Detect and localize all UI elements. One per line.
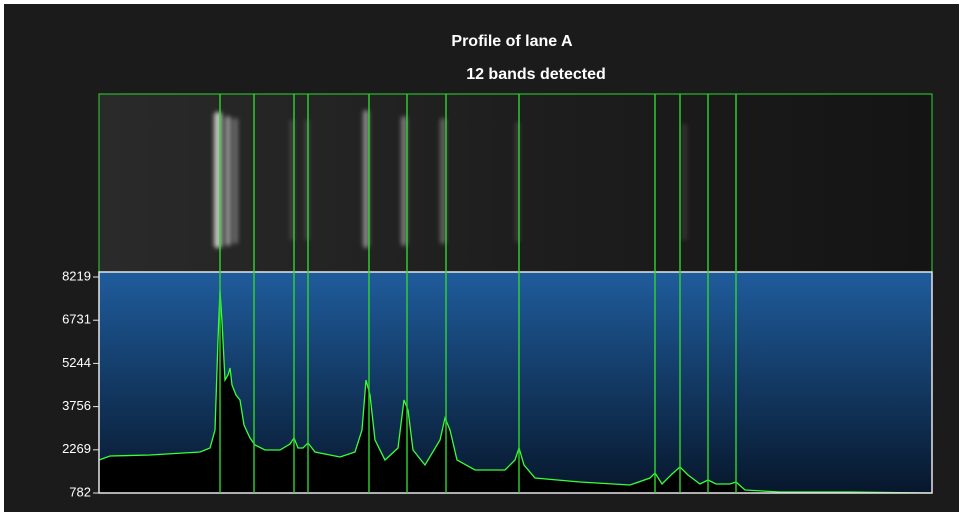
plot-marks: [98, 289, 933, 494]
y-tick-label: 3756: [62, 398, 91, 413]
gel-band: [290, 120, 294, 240]
gel-image: [98, 93, 933, 273]
y-tick-label: 2269: [62, 441, 91, 456]
y-tick-label: 6731: [62, 312, 91, 327]
gel-band: [401, 116, 407, 246]
gel-band: [515, 122, 520, 242]
y-tick-label: 8219: [62, 268, 91, 283]
y-tick-label: 782: [69, 484, 91, 499]
gel-band: [682, 124, 687, 240]
gel-band: [363, 110, 369, 248]
gel-band: [225, 116, 231, 246]
profile-area: [99, 290, 932, 493]
gel-band: [305, 120, 309, 240]
y-tick-label: 5244: [62, 355, 91, 370]
gel-bands: [214, 110, 687, 248]
gel-band: [233, 118, 238, 244]
gel-band: [440, 118, 446, 244]
profile-line: [98, 289, 933, 494]
gel-band: [214, 112, 222, 248]
band-lines: [219, 94, 737, 493]
y-axis: 782 2269 3756 5244 6731 8219: [62, 268, 99, 499]
chart-subtitle: 12 bands detected: [466, 66, 606, 83]
plot-frame: [98, 271, 933, 494]
chart-title: Profile of lane A: [451, 33, 573, 50]
